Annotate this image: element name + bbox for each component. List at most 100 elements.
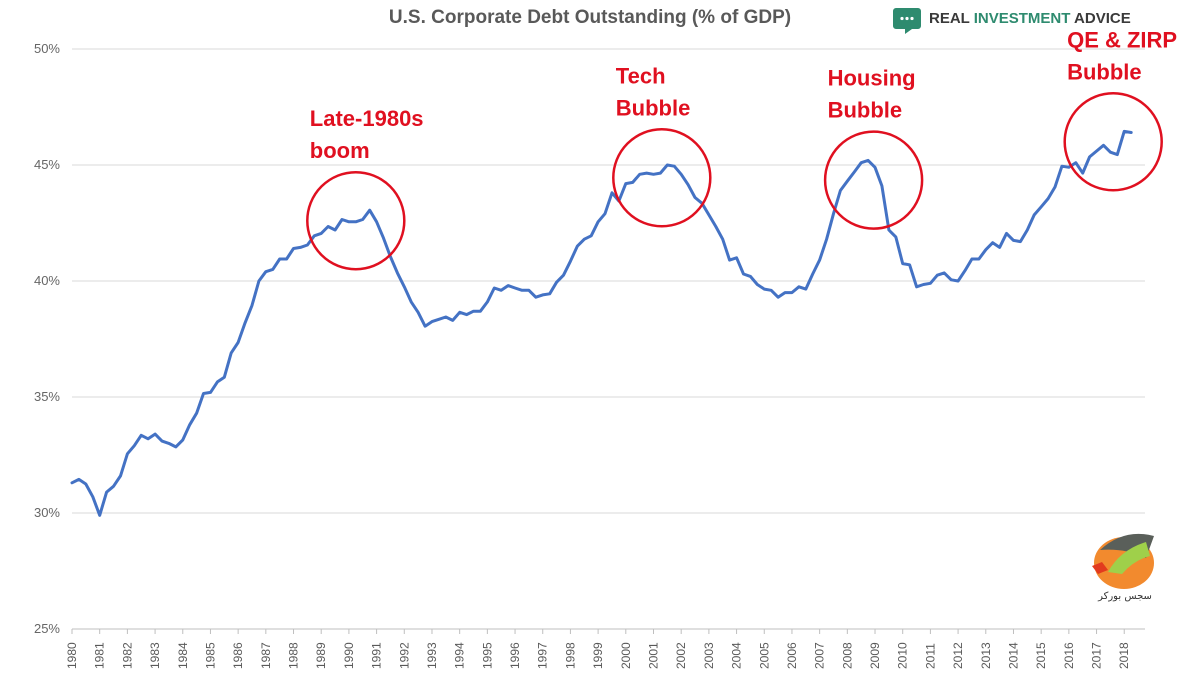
data-point [306,244,309,246]
data-point [1081,172,1084,174]
data-point [299,246,302,249]
x-tick-label-2000: 2000 [619,642,633,669]
data-point [867,159,869,162]
data-point [915,286,918,288]
annotation-label-2-0: Housing [828,66,916,91]
data-point [742,273,745,275]
data-point [327,225,329,228]
x-tick-label-1986: 1986 [231,642,245,669]
data-point [119,475,122,477]
data-point [382,237,385,239]
data-point [313,235,316,237]
data-point [486,301,489,303]
data-point [881,185,883,187]
data-point [1109,151,1112,153]
data-point [1040,206,1042,208]
data-point [991,241,994,244]
data-point [1061,165,1063,167]
brand-name-part3: ADVICE [1070,10,1130,27]
x-tick-label-1981: 1981 [93,642,107,669]
x-tick-label-1998: 1998 [563,642,577,669]
data-point [320,232,323,235]
annotation-circle-2 [823,130,924,230]
x-tick-label-2004: 2004 [730,642,744,669]
brand-name-part2: INVESTMENT [974,10,1071,27]
data-point [272,268,274,271]
x-tick-label-2006: 2006 [785,642,799,669]
x-tick-label-1985: 1985 [203,642,217,669]
data-point [638,173,641,176]
data-point [770,289,772,292]
data-point [957,280,959,282]
x-tick-label-2017: 2017 [1090,642,1104,669]
data-point [659,172,662,174]
data-point [728,259,731,261]
data-point [1012,239,1015,242]
annotation-label-0-1: boom [310,138,370,163]
data-point [535,296,537,299]
data-point [541,294,544,296]
data-point [188,424,191,426]
data-point [216,381,219,383]
data-point [735,257,738,259]
data-point [355,221,357,223]
data-point [590,235,592,237]
series-line-0 [70,129,1133,517]
annotation-circle-1 [612,128,712,228]
data-point [1047,197,1049,200]
data-point [1033,214,1035,216]
annotation-label-3-1: Bubble [1067,59,1142,84]
chat-bubble-icon [893,8,921,34]
x-tick-label-2012: 2012 [951,642,965,669]
data-point [1088,156,1091,158]
data-point [1095,150,1098,152]
data-point [777,296,779,299]
x-tick-label-1993: 1993 [425,642,439,669]
data-point [292,247,295,250]
data-point [361,218,364,221]
data-point [175,446,177,448]
x-tick-label-1999: 1999 [591,642,605,669]
data-point [375,221,378,223]
data-point [749,275,752,278]
brand-logo: REAL INVESTMENT ADVICE [893,8,1131,34]
data-point [631,181,634,184]
data-point [901,262,904,265]
data-point [604,212,606,215]
data-point [251,304,253,307]
x-tick-label-2002: 2002 [674,642,688,669]
x-tick-label-2011: 2011 [923,643,937,669]
data-point [182,439,184,441]
x-tick-label-1992: 1992 [397,642,411,669]
data-point [625,182,627,185]
annotations: Late-1980s boom Tech Bubble Housing Bubble QE … [306,27,1177,271]
data-point [368,209,371,211]
data-point [569,260,572,263]
data-point [105,491,108,493]
y-tick-label-25: 25% [34,621,60,636]
data-point [998,246,1001,249]
annotation-label-2-1: Bubble [828,98,903,123]
data-point [756,283,759,286]
data-point [410,301,413,303]
watermark-text: سجس بورکر [1097,591,1152,602]
annotation-label-0-0: Late-1980s [310,106,424,131]
data-point [1123,130,1125,133]
x-tick-label-1984: 1984 [176,642,190,669]
y-tick-label-35: 35% [34,389,60,404]
data-point [424,325,426,328]
x-tick-label-2018: 2018 [1117,642,1131,669]
data-point [334,229,336,231]
watermark: سجس بورکر [1092,533,1154,602]
data-point [846,180,849,182]
data-point [985,248,987,251]
x-tick-label-2007: 2007 [813,642,827,669]
y-tick-label-30: 30% [34,505,60,520]
x-tick-label-1988: 1988 [287,642,301,669]
data-point [666,164,669,166]
x-tick-label-2008: 2008 [840,642,854,669]
data-point [562,274,565,277]
x-tick-label-1991: 1991 [370,642,384,669]
data-point [140,434,142,437]
data-point [811,273,814,275]
